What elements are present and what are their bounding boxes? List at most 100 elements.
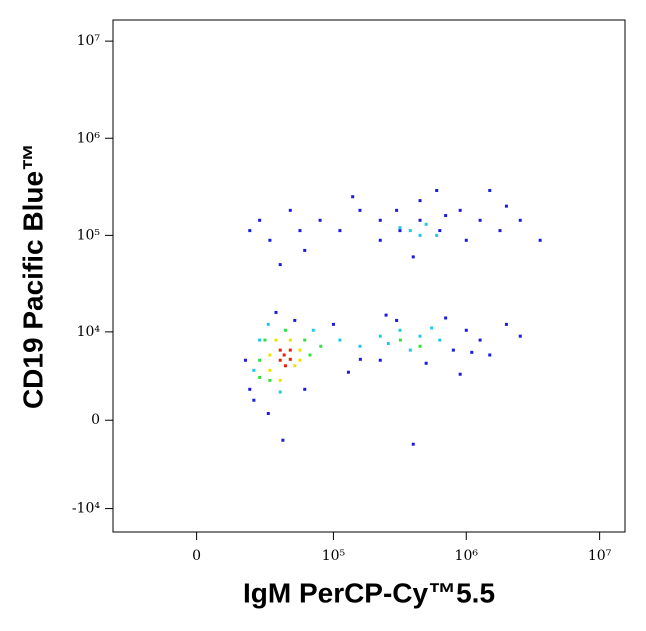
point (395, 208, 399, 212)
y-axis-label: CD19 Pacific Blue™ (17, 143, 48, 409)
point (283, 328, 287, 332)
point (411, 255, 415, 259)
point (298, 229, 302, 233)
point (435, 188, 439, 192)
point (424, 361, 428, 365)
point (378, 238, 382, 242)
point (281, 438, 285, 442)
point (288, 357, 292, 361)
point (378, 334, 382, 338)
point (408, 348, 412, 352)
y-tick-label: 0 (91, 412, 100, 428)
point (308, 353, 312, 357)
point (358, 208, 362, 212)
point (303, 387, 307, 391)
point (248, 387, 252, 391)
point (478, 218, 482, 222)
point (298, 358, 302, 362)
point (538, 238, 542, 242)
point (258, 358, 262, 362)
point (498, 229, 502, 233)
point (438, 229, 442, 233)
point (293, 318, 297, 322)
point (252, 398, 256, 402)
point (298, 348, 302, 352)
point (438, 338, 442, 342)
point (418, 344, 422, 348)
x-tick-label: 10⁷ (588, 548, 612, 564)
plot-frame (112, 19, 626, 533)
point (293, 364, 297, 368)
point (283, 364, 287, 368)
point (318, 218, 322, 222)
y-tick-label: 10⁴ (77, 324, 101, 340)
point (288, 338, 292, 342)
point (311, 328, 315, 332)
point (398, 328, 402, 332)
y-tick-label: 10⁷ (77, 33, 101, 49)
point (398, 226, 402, 230)
point (319, 344, 323, 348)
point (418, 218, 422, 222)
point (303, 248, 307, 252)
point (258, 218, 262, 222)
point (488, 353, 492, 357)
x-axis-label: IgM PerCP-Cy™5.5 (243, 577, 495, 608)
x-tick-label: 10⁶ (455, 548, 479, 564)
point (268, 378, 272, 382)
point (351, 195, 355, 199)
point (288, 208, 292, 212)
point (278, 390, 282, 394)
point (504, 204, 508, 208)
point (278, 348, 282, 352)
point (398, 229, 402, 233)
point (518, 334, 522, 338)
point (268, 353, 272, 357)
point (395, 318, 399, 322)
point (274, 338, 278, 342)
point (418, 199, 422, 203)
y-tick-label: 10⁶ (77, 130, 101, 146)
point (258, 338, 262, 342)
point (430, 326, 434, 330)
point (248, 229, 252, 233)
point (488, 188, 492, 192)
point (288, 348, 292, 352)
point (263, 338, 267, 342)
point (346, 370, 350, 374)
point (282, 353, 286, 357)
point (338, 338, 342, 342)
point (243, 358, 247, 362)
point (266, 322, 270, 326)
point (451, 348, 455, 352)
x-tick-label: 10⁵ (322, 548, 346, 564)
point (458, 372, 462, 376)
point (358, 357, 362, 361)
point (418, 233, 422, 237)
point (258, 375, 262, 379)
point (378, 218, 382, 222)
point (378, 358, 382, 362)
point (266, 412, 270, 416)
point (444, 214, 448, 218)
point (278, 263, 282, 267)
point (386, 342, 390, 346)
point (458, 208, 462, 212)
point (268, 368, 272, 372)
point (278, 378, 282, 382)
point (464, 328, 468, 332)
point (252, 368, 256, 372)
point (408, 229, 412, 233)
point (278, 358, 282, 362)
point (478, 338, 482, 342)
point (384, 313, 388, 317)
point (464, 238, 468, 242)
x-tick-label: 0 (192, 548, 201, 564)
point (424, 222, 428, 226)
point (504, 322, 508, 326)
point (338, 229, 342, 233)
point (358, 344, 362, 348)
y-tick-label: 10⁵ (77, 227, 101, 243)
point (411, 442, 415, 446)
